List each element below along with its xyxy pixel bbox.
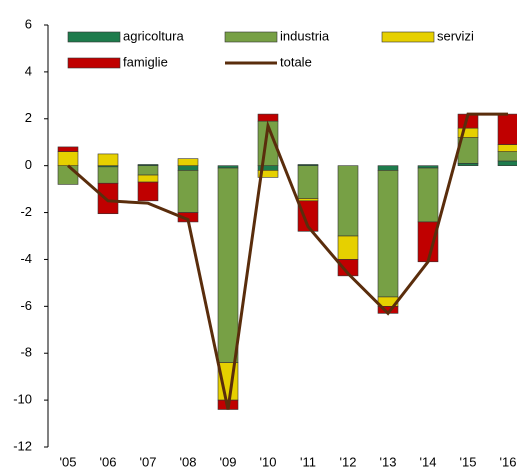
legend-swatch xyxy=(381,31,435,43)
x-tick-label: '06 xyxy=(100,454,117,469)
bar-segment xyxy=(417,167,439,223)
x-tick-label: '05 xyxy=(60,454,77,469)
y-tick-label: -6 xyxy=(20,298,32,313)
bar-segment xyxy=(137,165,159,176)
legend-label: industria xyxy=(280,28,330,43)
bar-segment xyxy=(417,165,439,169)
y-tick-label: -4 xyxy=(20,251,32,266)
legend-label: agricoltura xyxy=(123,28,184,43)
y-tick-label: 6 xyxy=(25,16,32,31)
bar-segment xyxy=(97,153,119,166)
x-tick-label: '11 xyxy=(300,454,316,469)
bar-segment xyxy=(297,198,319,202)
bar-segment xyxy=(177,158,199,166)
legend-swatch xyxy=(67,57,121,69)
total-line xyxy=(67,112,508,410)
x-tick-label: '12 xyxy=(340,454,357,469)
x-tick-label: '14 xyxy=(420,454,437,469)
bar-segment xyxy=(97,182,119,215)
y-tick-label: -10 xyxy=(13,392,32,407)
bar-segment xyxy=(377,165,399,171)
y-tick-label: 2 xyxy=(25,110,32,125)
bar-segment xyxy=(257,113,279,122)
bar-segment xyxy=(457,163,479,166)
bar-segment xyxy=(217,167,239,363)
legend-label: famiglie xyxy=(123,54,168,69)
bar-segment xyxy=(57,146,79,152)
legend-label: totale xyxy=(280,54,312,69)
bar-segment xyxy=(377,170,399,298)
x-tick-label: '16 xyxy=(500,454,517,469)
x-tick-label: '10 xyxy=(260,454,277,469)
bar-segment xyxy=(137,181,159,202)
y-tick-label: -12 xyxy=(13,438,32,453)
x-tick-label: '13 xyxy=(380,454,397,469)
x-tick-label: '09 xyxy=(220,454,237,469)
bar-segment xyxy=(177,170,199,213)
y-tick-label: -2 xyxy=(20,204,32,219)
legend-swatch xyxy=(224,31,278,43)
x-tick-label: '08 xyxy=(180,454,197,469)
bar-segment xyxy=(337,165,359,237)
bar-segment xyxy=(337,235,359,260)
legend-label: servizi xyxy=(437,28,474,43)
bar-segment xyxy=(257,170,279,178)
x-tick-label: '07 xyxy=(140,454,157,469)
bar-segment xyxy=(497,151,517,162)
bar-segment xyxy=(97,166,119,184)
bar-segment xyxy=(497,144,517,152)
bar-segment xyxy=(337,259,359,277)
bar-segment xyxy=(177,165,199,171)
bar-segment xyxy=(417,221,439,263)
y-tick-label: 0 xyxy=(25,157,32,172)
legend-swatch xyxy=(67,31,121,43)
bar-segment xyxy=(297,165,319,199)
y-tick-label: -8 xyxy=(20,345,32,360)
bar-segment xyxy=(297,200,319,232)
bar-segment xyxy=(57,151,79,166)
bar-segment xyxy=(217,165,239,169)
x-tick-label: '15 xyxy=(460,454,477,469)
bar-segment xyxy=(497,113,517,145)
bar-segment xyxy=(57,165,79,185)
y-tick-label: 4 xyxy=(25,63,32,78)
bar-segment xyxy=(137,174,159,183)
bar-segment xyxy=(497,160,517,166)
